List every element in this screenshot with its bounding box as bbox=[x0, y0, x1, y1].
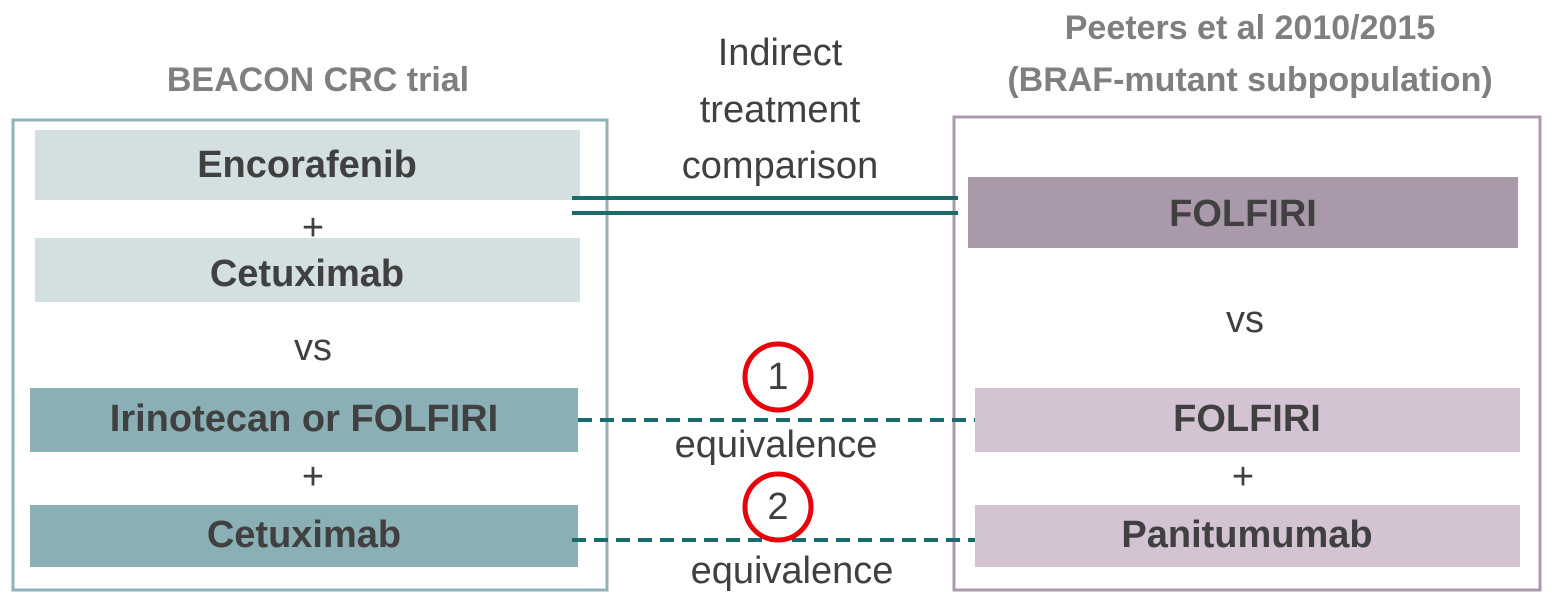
left-title: BEACON CRC trial bbox=[167, 61, 469, 99]
box-label: Cetuximab bbox=[210, 253, 404, 295]
box bbox=[30, 505, 578, 567]
box-label: Irinotecan or FOLFIRI bbox=[110, 398, 498, 440]
box bbox=[35, 238, 580, 302]
right-title: (BRAF-mutant subpopulation) bbox=[1007, 61, 1492, 99]
vs: vs bbox=[294, 327, 332, 369]
middle-label: treatment bbox=[700, 89, 861, 131]
box bbox=[975, 505, 1520, 567]
box bbox=[30, 388, 578, 452]
link-number: 2 bbox=[767, 486, 788, 528]
link-label: equivalence bbox=[675, 424, 878, 466]
middle-label: comparison bbox=[682, 145, 878, 187]
link-number: 1 bbox=[767, 356, 788, 398]
box-label: Encorafenib bbox=[197, 144, 417, 186]
right-title: Peeters et al 2010/2015 bbox=[1065, 9, 1436, 47]
box-label: Cetuximab bbox=[207, 514, 401, 556]
plus: + bbox=[302, 456, 324, 498]
right-frame bbox=[952, 115, 1542, 592]
number-circle bbox=[742, 471, 814, 543]
plus: + bbox=[1232, 456, 1254, 498]
link-label: equivalence bbox=[691, 550, 894, 592]
vs: vs bbox=[1226, 299, 1264, 341]
box-label: FOLFIRI bbox=[1169, 193, 1317, 235]
middle-label: Indirect bbox=[718, 32, 843, 74]
box-label: Panitumumab bbox=[1121, 514, 1372, 556]
box bbox=[35, 130, 580, 200]
number-circle bbox=[742, 341, 814, 413]
box-label: FOLFIRI bbox=[1173, 398, 1321, 440]
left-frame bbox=[11, 118, 609, 592]
box bbox=[968, 177, 1518, 248]
box bbox=[975, 388, 1520, 452]
